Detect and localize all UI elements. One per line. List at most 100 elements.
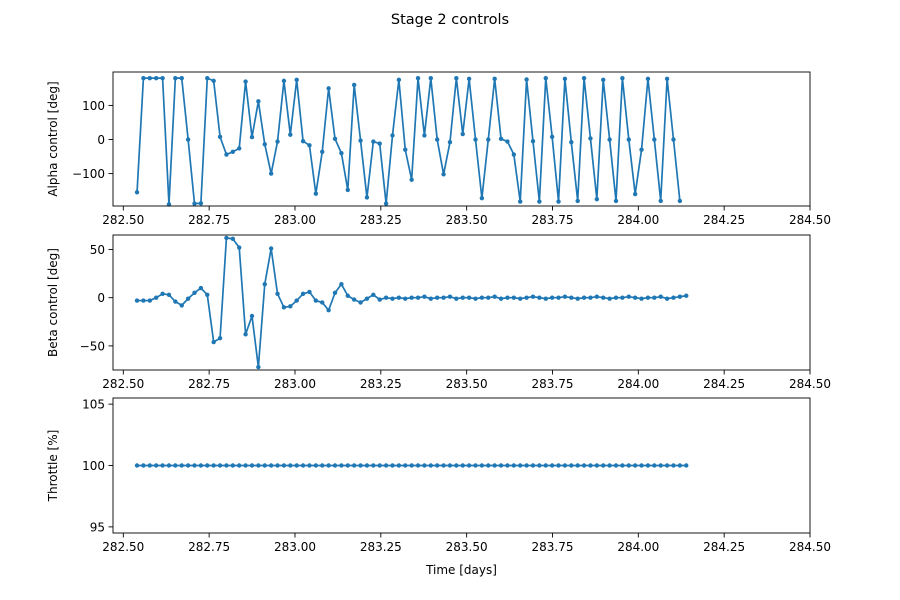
data-point xyxy=(664,76,670,82)
data-point xyxy=(134,463,140,468)
data-point xyxy=(173,75,178,81)
data-point xyxy=(601,463,606,468)
data-point xyxy=(307,463,312,468)
data-point xyxy=(313,463,319,468)
x-axis-label: Time [days] xyxy=(425,563,497,577)
data-point xyxy=(320,149,325,154)
data-point xyxy=(307,289,312,295)
data-point xyxy=(237,463,242,468)
data-point xyxy=(569,463,574,468)
data-point xyxy=(268,246,274,251)
y-tick-label: 50 xyxy=(90,243,105,257)
data-point xyxy=(466,463,472,468)
data-point xyxy=(549,463,555,468)
data-point xyxy=(428,296,433,301)
data-point xyxy=(205,75,210,81)
subplot-1: 282.50 282.75 283.00 283.25 283.50 283.75 284.… xyxy=(46,71,831,227)
data-point xyxy=(211,463,216,468)
data-point xyxy=(300,463,306,468)
data-point xyxy=(613,463,619,468)
data-point xyxy=(134,190,140,195)
x-tick-label: 283.50 xyxy=(446,540,488,554)
data-point xyxy=(288,463,293,468)
data-point xyxy=(294,298,299,303)
y-tick-label: −100 xyxy=(72,167,105,181)
data-point xyxy=(345,187,350,193)
data-point xyxy=(447,140,453,145)
data-point xyxy=(594,294,600,299)
data-point xyxy=(607,137,612,142)
data-point xyxy=(371,463,376,468)
data-point xyxy=(639,463,644,468)
data-point xyxy=(192,290,197,296)
x-tick-label: 284.50 xyxy=(789,540,831,554)
data-point xyxy=(486,295,491,300)
axes-frame xyxy=(112,234,811,371)
data-point xyxy=(594,196,600,202)
x-tick-label: 284.50 xyxy=(789,213,831,227)
data-point xyxy=(237,245,242,250)
data-point xyxy=(192,463,197,468)
data-point xyxy=(447,463,453,468)
data-point xyxy=(505,295,510,300)
data-point xyxy=(422,133,427,138)
data-point xyxy=(173,463,178,468)
data-point xyxy=(505,463,510,468)
data-point xyxy=(313,298,319,303)
data-point xyxy=(147,75,153,81)
data-point xyxy=(505,139,510,144)
data-point xyxy=(415,463,421,468)
data-point xyxy=(166,292,172,297)
data-point xyxy=(645,76,651,82)
figure-title: Stage 2 controls xyxy=(391,12,509,28)
data-point xyxy=(205,292,210,297)
data-point xyxy=(377,463,382,468)
data-point xyxy=(479,295,485,300)
data-point xyxy=(671,295,676,300)
data-point xyxy=(479,195,485,201)
axes-frame xyxy=(112,71,811,207)
subplots: 282.50 282.75 283.00 283.25 283.50 283.75 284.… xyxy=(46,71,831,577)
data-point xyxy=(479,463,485,468)
x-tick-label: 283.25 xyxy=(360,213,402,227)
data-point xyxy=(364,463,370,468)
data-point xyxy=(262,281,267,287)
data-point xyxy=(332,463,338,468)
y-tick-label: 95 xyxy=(90,520,105,534)
data-point xyxy=(518,296,523,301)
data-point xyxy=(569,295,574,300)
data-point xyxy=(243,79,248,84)
data-point xyxy=(632,295,638,300)
data-point xyxy=(383,295,389,300)
data-point xyxy=(294,463,299,468)
data-point xyxy=(607,463,612,468)
data-point xyxy=(524,295,529,300)
data-point xyxy=(498,463,504,468)
data-point xyxy=(447,294,453,299)
data-point xyxy=(198,201,204,206)
data-point xyxy=(415,75,421,81)
data-point xyxy=(434,295,440,300)
data-point xyxy=(460,463,465,468)
data-point xyxy=(371,139,376,144)
subplot-3: 282.50 282.75 283.00 283.25 283.50 283.75 284.… xyxy=(46,397,831,577)
data-point xyxy=(243,463,248,468)
data-point xyxy=(153,463,159,468)
data-point xyxy=(160,75,165,81)
data-point xyxy=(409,177,414,182)
data-point xyxy=(281,78,287,84)
data-point xyxy=(339,463,344,468)
data-point xyxy=(409,463,414,468)
data-point xyxy=(351,463,357,468)
data-point xyxy=(179,463,184,468)
data-point xyxy=(658,463,663,468)
data-point xyxy=(300,291,306,297)
data-point xyxy=(613,295,619,300)
data-point xyxy=(377,297,382,302)
y-tick-label: 0 xyxy=(97,133,105,147)
data-point xyxy=(454,296,459,301)
data-point xyxy=(498,136,504,142)
data-point xyxy=(326,463,331,468)
data-point xyxy=(217,463,223,468)
subplot-2: 282.50 282.75 283.00 283.25 283.50 283.75 284.… xyxy=(46,234,831,391)
